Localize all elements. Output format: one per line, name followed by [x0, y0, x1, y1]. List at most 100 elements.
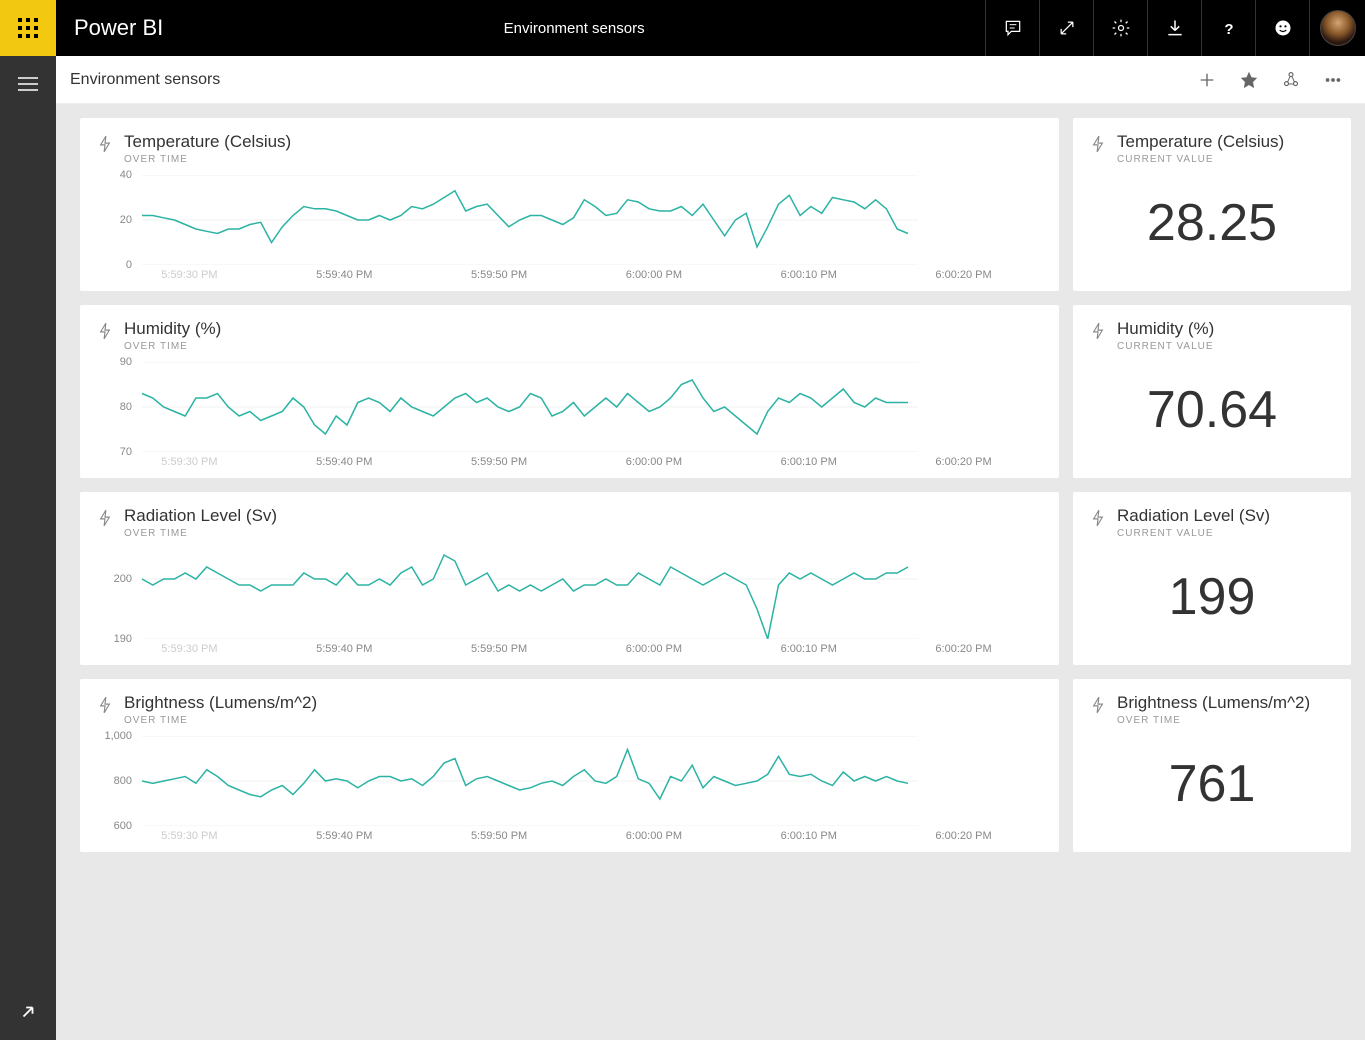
- chart-body: 02040 5:59:30 PM5:59:40 PM5:59:50 PM6:00…: [98, 175, 1041, 281]
- chart-tile-brightness[interactable]: Brightness (Lumens/m^2) OVER TIME 600 800…: [80, 679, 1059, 852]
- y-tick-label: 190: [114, 633, 132, 645]
- x-tick-label: 5:59:40 PM: [267, 269, 422, 281]
- tile-header: Brightness (Lumens/m^2) OVER TIME: [1091, 693, 1333, 726]
- streaming-icon: [98, 322, 114, 342]
- help-button[interactable]: ?: [1201, 0, 1255, 56]
- app-launcher-button[interactable]: [0, 0, 56, 56]
- line-chart: [98, 175, 918, 265]
- avatar-image: [1320, 10, 1356, 46]
- x-tick-label: 6:00:00 PM: [576, 643, 731, 655]
- x-tick-label: 6:00:20 PM: [886, 830, 1041, 842]
- plus-icon: [1198, 71, 1216, 89]
- dashboard-row-temperature: Temperature (Celsius) OVER TIME 02040 5:…: [80, 118, 1351, 291]
- tile-subtitle: CURRENT VALUE: [1117, 528, 1270, 539]
- line-chart: [98, 549, 918, 639]
- download-button[interactable]: [1147, 0, 1201, 56]
- more-options-button[interactable]: [1315, 62, 1351, 98]
- tile-subtitle: OVER TIME: [124, 341, 221, 352]
- y-tick-label: 40: [120, 169, 132, 181]
- x-tick-label: 5:59:50 PM: [422, 456, 577, 468]
- download-icon: [1165, 18, 1185, 38]
- user-avatar[interactable]: [1309, 0, 1365, 56]
- x-tick-label: 6:00:10 PM: [731, 643, 886, 655]
- tile-title: Temperature (Celsius): [1117, 132, 1284, 152]
- line-chart: [98, 362, 918, 452]
- x-tick-label: 6:00:20 PM: [886, 269, 1041, 281]
- tile-title: Radiation Level (Sv): [1117, 506, 1270, 526]
- nav-menu-button[interactable]: [0, 56, 56, 112]
- line-chart: [98, 736, 918, 826]
- tile-title: Radiation Level (Sv): [124, 506, 277, 526]
- gear-icon: [1111, 18, 1131, 38]
- y-tick-label: 0: [126, 259, 132, 271]
- x-tick-label: 5:59:40 PM: [267, 643, 422, 655]
- feedback-button[interactable]: [1255, 0, 1309, 56]
- x-tick-label: 5:59:40 PM: [267, 830, 422, 842]
- ellipsis-icon: [1324, 71, 1342, 89]
- hamburger-icon: [18, 77, 38, 91]
- streaming-icon: [1091, 322, 1107, 342]
- tile-title: Brightness (Lumens/m^2): [124, 693, 317, 713]
- kpi-value: 28.25: [1091, 165, 1333, 281]
- kpi-tile-humidity[interactable]: Humidity (%) CURRENT VALUE 70.64: [1073, 305, 1351, 478]
- tile-header: Temperature (Celsius) CURRENT VALUE: [1091, 132, 1333, 165]
- dashboard-canvas: Temperature (Celsius) OVER TIME 02040 5:…: [56, 104, 1365, 1040]
- waffle-icon: [18, 18, 38, 38]
- favorite-button[interactable]: [1231, 62, 1267, 98]
- chart-tile-radiation[interactable]: Radiation Level (Sv) OVER TIME 190 200 5:…: [80, 492, 1059, 665]
- y-tick-label: 1,000: [104, 730, 132, 742]
- chart-tile-humidity[interactable]: Humidity (%) OVER TIME 70 80 90 5:59:30 PM…: [80, 305, 1059, 478]
- y-tick-label: 200: [114, 573, 132, 585]
- x-tick-label: 6:00:00 PM: [576, 456, 731, 468]
- chart-body: 6008001,000 5:59:30 PM5:59:40 PM5:59:50 …: [98, 736, 1041, 842]
- y-tick-label: 80: [120, 401, 132, 413]
- tile-subtitle: CURRENT VALUE: [1117, 341, 1214, 352]
- kpi-tile-brightness[interactable]: Brightness (Lumens/m^2) OVER TIME 761: [1073, 679, 1351, 852]
- fullscreen-button[interactable]: [1039, 0, 1093, 56]
- tile-subtitle: OVER TIME: [124, 154, 291, 165]
- x-tick-label: 6:00:20 PM: [886, 643, 1041, 655]
- streaming-icon: [98, 696, 114, 716]
- add-tile-button[interactable]: [1189, 62, 1225, 98]
- open-external-button[interactable]: [0, 984, 56, 1040]
- svg-text:?: ?: [1224, 21, 1233, 38]
- x-tick-label: 5:59:30 PM: [112, 269, 267, 281]
- x-tick-label: 5:59:50 PM: [422, 269, 577, 281]
- tile-header: Brightness (Lumens/m^2) OVER TIME: [98, 693, 1041, 726]
- x-tick-label: 6:00:10 PM: [731, 456, 886, 468]
- dashboard-row-humidity: Humidity (%) OVER TIME 70 80 90 5:59:30 PM…: [80, 305, 1351, 478]
- chart-tile-temperature[interactable]: Temperature (Celsius) OVER TIME 02040 5:…: [80, 118, 1059, 291]
- sub-header-actions: [1189, 62, 1351, 98]
- sub-header: Environment sensors: [56, 56, 1365, 104]
- y-tick-label: 600: [114, 820, 132, 832]
- tile-header: Temperature (Celsius) OVER TIME: [98, 132, 1041, 165]
- dashboard-row-brightness: Brightness (Lumens/m^2) OVER TIME 600 800…: [80, 679, 1351, 852]
- x-tick-label: 5:59:30 PM: [112, 830, 267, 842]
- expand-icon: [1057, 18, 1077, 38]
- tile-header: Humidity (%) CURRENT VALUE: [1091, 319, 1333, 352]
- y-tick-label: 70: [120, 446, 132, 458]
- x-tick-label: 5:59:50 PM: [422, 830, 577, 842]
- streaming-icon: [98, 135, 114, 155]
- x-tick-label: 5:59:30 PM: [112, 456, 267, 468]
- tile-title: Brightness (Lumens/m^2): [1117, 693, 1310, 713]
- kpi-value: 199: [1091, 539, 1333, 655]
- top-header: Power BI Environment sensors ?: [0, 0, 1365, 56]
- kpi-tile-temperature[interactable]: Temperature (Celsius) CURRENT VALUE 28.2…: [1073, 118, 1351, 291]
- y-tick-label: 800: [114, 775, 132, 787]
- tile-subtitle: OVER TIME: [124, 528, 277, 539]
- tile-subtitle: OVER TIME: [124, 715, 317, 726]
- kpi-tile-radiation[interactable]: Radiation Level (Sv) CURRENT VALUE 199: [1073, 492, 1351, 665]
- comments-button[interactable]: [985, 0, 1039, 56]
- app-title: Power BI: [56, 15, 163, 41]
- settings-button[interactable]: [1093, 0, 1147, 56]
- header-actions: ?: [985, 0, 1365, 56]
- share-button[interactable]: [1273, 62, 1309, 98]
- x-tick-label: 6:00:10 PM: [731, 830, 886, 842]
- dashboard-row-radiation: Radiation Level (Sv) OVER TIME 190 200 5:…: [80, 492, 1351, 665]
- dashboard-title: Environment sensors: [70, 71, 220, 89]
- y-tick-label: 90: [120, 356, 132, 368]
- x-tick-label: 5:59:50 PM: [422, 643, 577, 655]
- x-tick-label: 6:00:00 PM: [576, 269, 731, 281]
- tile-title: Humidity (%): [124, 319, 221, 339]
